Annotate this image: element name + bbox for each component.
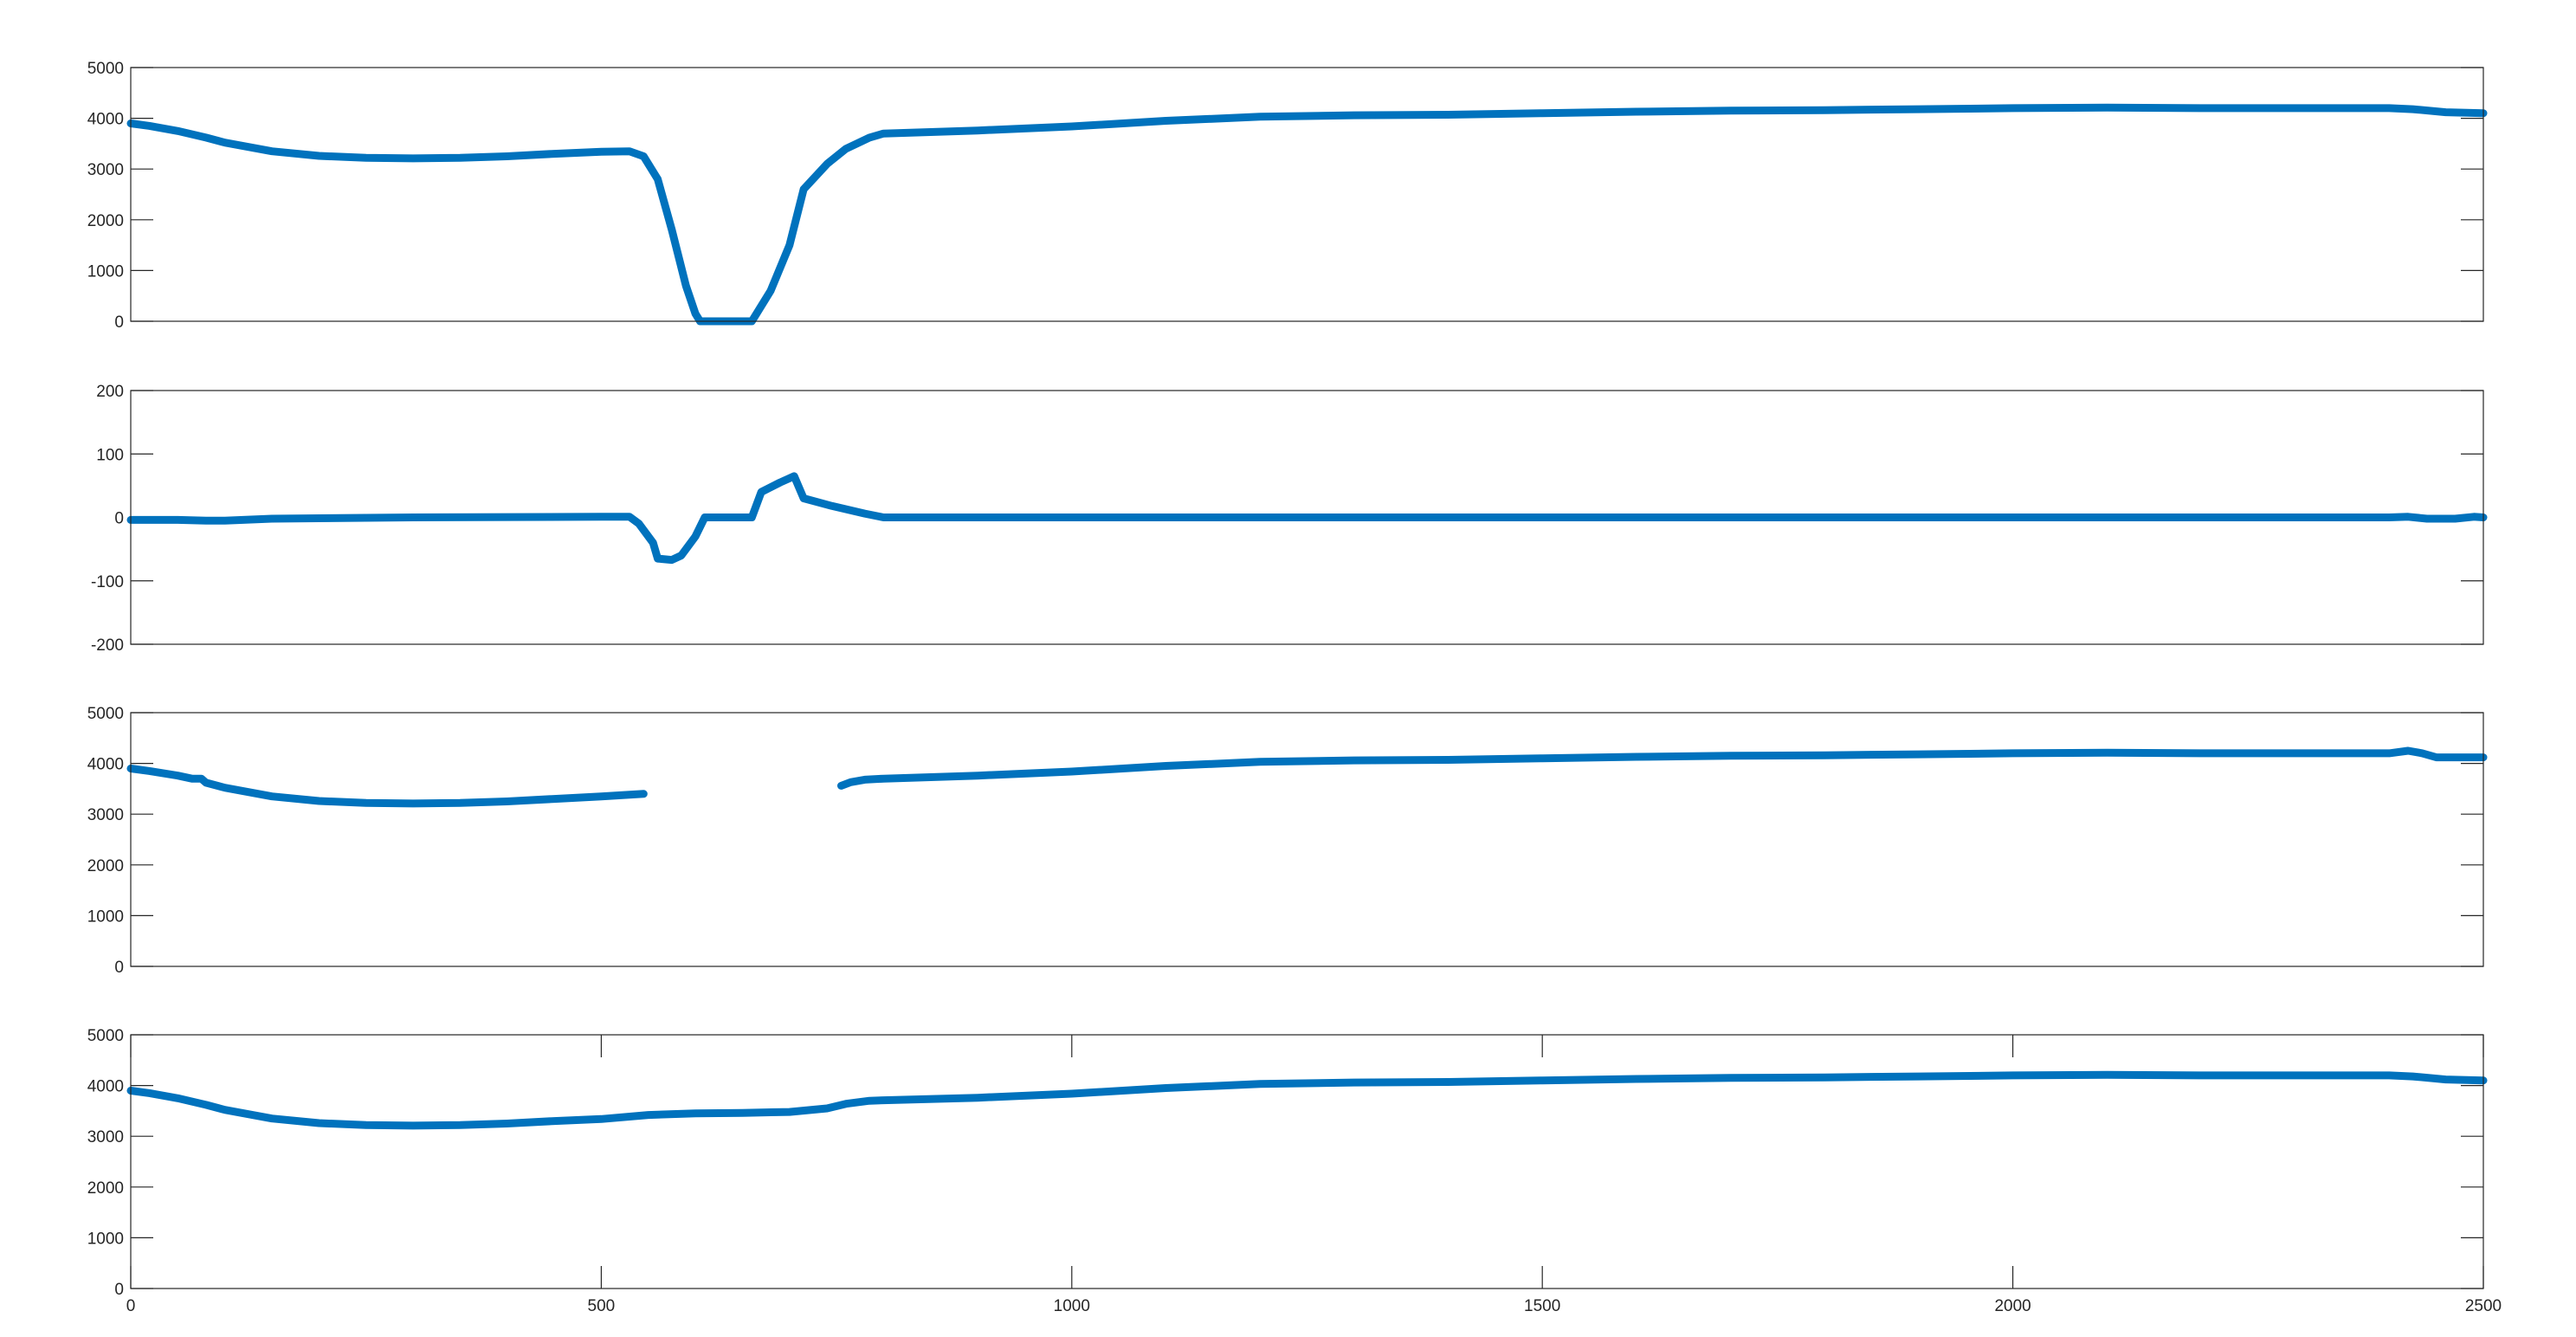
- axes-box: [130, 390, 2484, 645]
- chart-panel-4: 0 1000 2000 3000 4000 5000 0 500 1000 1500 2000 250…: [87, 1027, 2502, 1315]
- y-tick-label: 5000: [87, 60, 124, 78]
- x-tick-label: 0: [126, 1297, 136, 1315]
- y-tick-label: 0: [114, 1281, 124, 1299]
- y-tick-label: -200: [91, 636, 124, 655]
- series-line-segment-2: [837, 746, 2488, 790]
- series-line: [126, 103, 2488, 326]
- axes-box: [130, 67, 2484, 322]
- y-tick-label: 0: [114, 313, 124, 332]
- y-tick-label: 4000: [87, 756, 124, 774]
- y-tick-label: 4000: [87, 1078, 124, 1096]
- y-tick-label: 5000: [87, 1027, 124, 1045]
- x-tick-label: 2500: [2465, 1297, 2502, 1315]
- series-line-segment-1: [126, 765, 648, 808]
- y-tick-label: 100: [96, 446, 124, 464]
- y-tick-label: 0: [114, 959, 124, 977]
- y-tick-label: 3000: [87, 161, 124, 179]
- x-tick-label: 1500: [1524, 1297, 1560, 1315]
- y-tick-label: 1000: [87, 1230, 124, 1248]
- axes-box: [130, 1034, 2484, 1289]
- y-tick-label: 2000: [87, 857, 124, 875]
- y-tick-label: 1000: [87, 262, 124, 281]
- series-line: [126, 472, 2488, 565]
- x-tick-label: 500: [588, 1297, 616, 1315]
- y-tick-label: 200: [96, 383, 124, 401]
- y-tick-label: -100: [91, 573, 124, 591]
- series-line: [126, 1070, 2488, 1130]
- y-tick-label: 2000: [87, 212, 124, 230]
- chart-panel-1: 0 1000 2000 3000 4000 5000: [87, 60, 2488, 332]
- x-tick-label: 2000: [1994, 1297, 2030, 1315]
- axes-box: [130, 712, 2484, 967]
- chart-panel-3: 0 1000 2000 3000 4000 5000: [87, 705, 2488, 977]
- y-tick-label: 0: [114, 510, 124, 528]
- y-tick-label: 5000: [87, 705, 124, 723]
- y-tick-label: 3000: [87, 1128, 124, 1146]
- chart-panel-2: -200 -100 0 100 200: [91, 383, 2488, 655]
- y-tick-label: 3000: [87, 806, 124, 824]
- y-tick-label: 4000: [87, 111, 124, 129]
- x-tick-label: 1000: [1054, 1297, 1090, 1315]
- y-tick-label: 2000: [87, 1179, 124, 1198]
- y-tick-label: 1000: [87, 907, 124, 926]
